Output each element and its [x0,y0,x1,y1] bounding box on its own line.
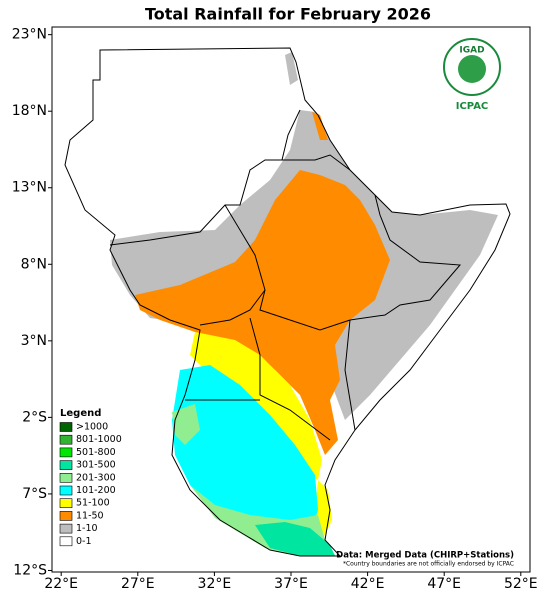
disclaimer: *Country boundaries are not officially e… [343,561,514,568]
legend-label: 201-300 [76,472,116,483]
legend-swatch [59,422,73,432]
y-tick-label: 12°S [13,562,47,578]
legend-swatch [59,447,73,458]
legend-swatch [59,511,73,521]
y-tick-label: 7°S [22,486,47,502]
legend-swatch [59,498,73,509]
logo-org: ICPAC [456,101,489,112]
x-tick-label: 22°E [44,576,78,592]
y-tick-label: 8°N [21,256,47,272]
x-tick-label: 37°E [274,576,308,592]
y-tick-label: 2°S [22,409,47,425]
legend-label: 101-200 [76,485,116,496]
y-tick-label: 18°N [12,103,47,119]
legend-label: 0-1 [76,536,92,547]
legend-label: 801-1000 [76,434,122,445]
x-tick-label: 27°E [121,576,155,592]
legend-label: >1000 [76,422,108,433]
legend-label: 51-100 [76,498,110,509]
logo-name: IGAD [459,46,484,56]
legend-swatch [59,434,73,445]
y-tick-label: 13°N [12,180,47,196]
x-tick-label: 52°E [504,576,538,592]
logo: IGAD ICPAC [443,38,501,112]
x-tick-label: 47°E [427,576,461,592]
legend-label: 11-50 [76,510,104,521]
legend-swatch [59,523,73,534]
x-tick-label: 42°E [351,576,385,592]
data-source: Data: Merged Data (CHIRP+Stations) [336,551,514,561]
y-tick-label: 3°N [21,333,47,349]
legend-swatch [59,485,73,496]
rainfall-map [64,47,511,557]
x-tick-label: 32°E [198,576,232,592]
legend-swatch [59,472,73,483]
legend-swatch [59,460,73,470]
legend-label: 501-800 [76,447,116,458]
legend-label: 301-500 [76,460,116,471]
legend-label: 1-10 [76,523,98,534]
map-title: Total Rainfall for February 2026 [145,5,431,24]
y-tick-label: 23°N [12,27,47,43]
legend-swatch [59,536,73,547]
legend-title: Legend [60,408,101,419]
